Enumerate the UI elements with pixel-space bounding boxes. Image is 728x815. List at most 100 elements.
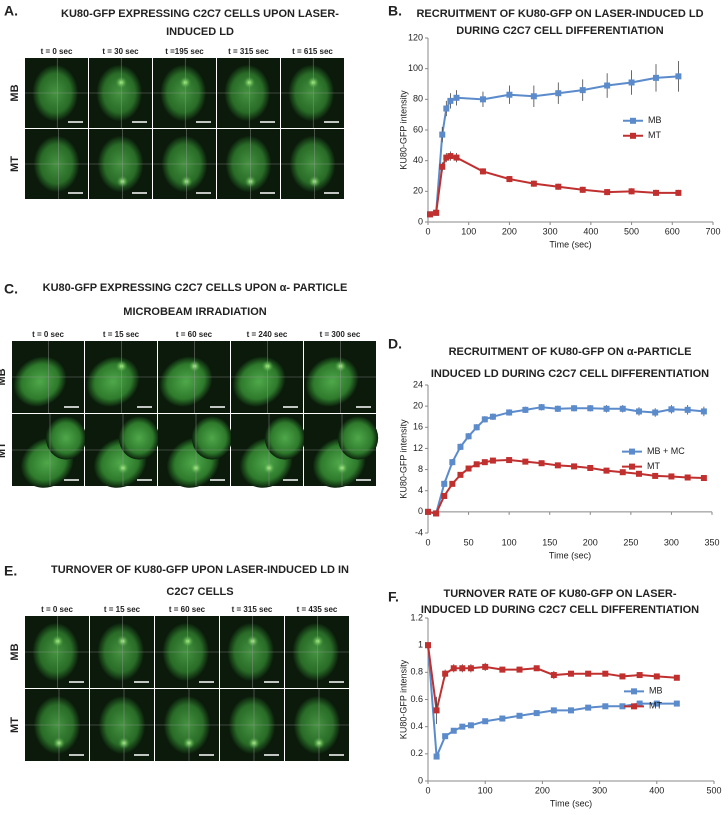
point (482, 663, 489, 670)
x-tick-label: 150 (542, 537, 557, 547)
time-label: t = 615 sec (292, 47, 333, 56)
point (571, 463, 578, 470)
point (465, 465, 472, 472)
point (568, 670, 574, 677)
legend-swatch (630, 117, 636, 124)
point (635, 470, 642, 477)
point (439, 163, 446, 170)
point (489, 413, 496, 420)
x-tick-label: 300 (664, 537, 679, 547)
y-tick-label: 1.2 (410, 612, 423, 622)
y-tick-label: 0 (418, 216, 423, 226)
panel-letter: C. (4, 281, 18, 297)
chart-title: TURNOVER RATE OF KU80-GFP ON LASER- (443, 588, 676, 600)
point (555, 183, 562, 190)
cell (191, 416, 233, 460)
point (653, 700, 660, 707)
cell (264, 416, 306, 460)
x-tick-label: 400 (649, 785, 664, 795)
legend-label: MB + MC (647, 446, 685, 456)
point (506, 176, 513, 183)
point (604, 189, 611, 196)
point (568, 707, 574, 714)
point (433, 707, 440, 714)
series-line (429, 155, 679, 216)
panel-title: KU80-GFP EXPRESSING C2C7 CELLS UPON α- P… (43, 282, 348, 294)
point (467, 722, 474, 729)
panel-title: C2C7 CELLS (166, 586, 233, 598)
point (538, 404, 545, 411)
series-line (427, 459, 704, 515)
point (554, 462, 561, 469)
y-tick-label: 0.6 (410, 694, 423, 704)
legend-label: MB (648, 115, 662, 125)
y-axis-title: KU80-GFP intensity (398, 659, 408, 739)
x-tick-label: 500 (624, 226, 639, 236)
row-label: MB (9, 84, 21, 101)
y-tick-label: 20 (413, 186, 423, 196)
point (653, 189, 659, 196)
point (516, 666, 523, 673)
row-label: MT (9, 156, 21, 172)
y-tick-label: 24 (413, 379, 423, 389)
panel-letter: A. (4, 3, 18, 19)
point (479, 168, 486, 175)
time-label: t = 60 sec (169, 605, 206, 614)
point (481, 416, 488, 423)
point (447, 153, 454, 160)
legend-swatch (630, 132, 636, 139)
y-tick-label: 16 (413, 422, 423, 432)
point (427, 211, 434, 218)
y-tick-label: 120 (408, 32, 423, 42)
y-tick-label: 0.2 (410, 748, 423, 758)
series-line (427, 406, 704, 515)
point (555, 90, 562, 97)
point (473, 461, 480, 468)
panel-title: INDUCED LD (166, 26, 234, 38)
legend-label: MB (649, 686, 663, 696)
point (443, 154, 450, 161)
point (602, 703, 609, 710)
row-label: MB (9, 643, 21, 660)
point (459, 723, 466, 730)
point (700, 408, 707, 415)
point (433, 510, 440, 517)
point (506, 91, 513, 98)
x-axis-title: Time (sec) (549, 550, 591, 560)
chart-title: RECRUITMENT OF KU80-GFP ON LASER-INDUCED… (416, 8, 703, 20)
x-tick-label: 0 (425, 226, 430, 236)
y-tick-label: 0 (418, 775, 423, 785)
cell (45, 416, 87, 460)
legend-swatch (631, 703, 637, 710)
point (571, 405, 578, 412)
point (499, 715, 506, 722)
point (433, 753, 440, 760)
point (585, 670, 592, 677)
time-label: t = 240 sec (247, 330, 288, 339)
point (506, 409, 513, 416)
point (628, 79, 635, 86)
point (684, 474, 691, 481)
y-tick-label: 20 (413, 401, 423, 411)
cell (13, 356, 67, 407)
point (635, 408, 642, 415)
point (479, 96, 486, 103)
x-axis-title: Time (sec) (549, 239, 591, 249)
chart-title: INDUCED LD DURING C2C7 CELL DIFFERENTIAT… (421, 604, 699, 616)
point (457, 471, 464, 478)
point (457, 443, 464, 450)
point (602, 670, 609, 677)
point (530, 180, 537, 187)
point (619, 673, 626, 680)
panel-title: KU80-GFP EXPRESSING C2C7 CELLS UPON LASE… (61, 8, 339, 20)
point (652, 472, 659, 479)
point (619, 405, 626, 412)
point (533, 665, 540, 672)
row-label: MT (9, 717, 21, 733)
legend-swatch (629, 448, 635, 455)
point (668, 406, 675, 413)
x-tick-label: 400 (583, 226, 598, 236)
y-tick-label: 4 (418, 485, 423, 495)
y-tick-label: 40 (413, 155, 423, 165)
